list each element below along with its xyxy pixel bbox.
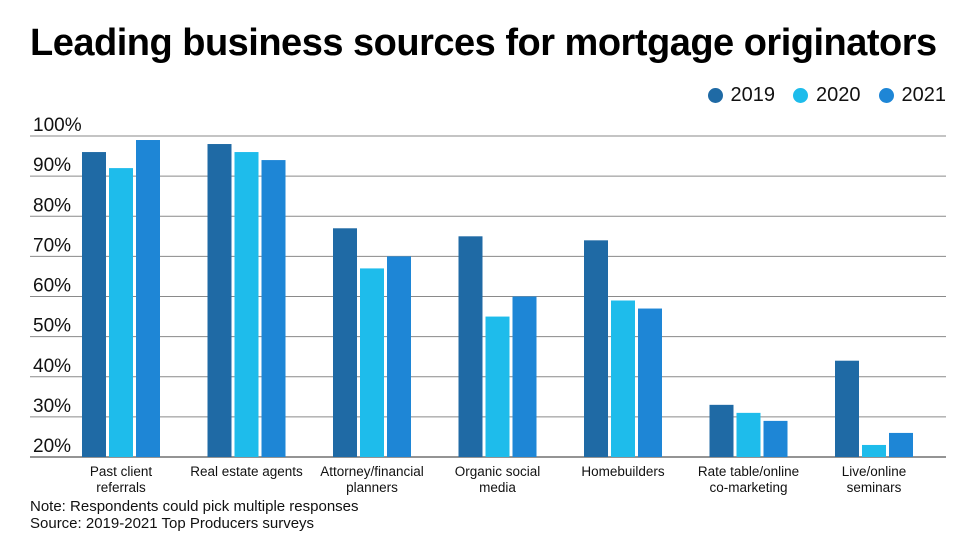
legend-item-2019: 2019	[707, 84, 776, 107]
y-tick-label: 100%	[33, 115, 82, 136]
x-tick-label-line: Past client	[90, 464, 153, 479]
footnote-note: Note: Respondents could pick multiple re…	[30, 498, 359, 515]
bar-2020-0	[109, 168, 133, 457]
bar-2020-3	[485, 316, 510, 457]
x-tick-label-2: Attorney/financial planners	[320, 464, 424, 495]
bar-2019-1	[207, 144, 232, 457]
x-tick-label-line: media	[479, 480, 516, 495]
y-tick-label: 50%	[33, 316, 71, 337]
x-tick-label-line: co-marketing	[709, 480, 787, 495]
bar-2021-1	[261, 160, 286, 457]
legend-item-2021: 2021	[878, 84, 947, 107]
y-tick-label: 70%	[33, 235, 71, 256]
bar-2019-3	[458, 236, 483, 457]
bar-2021-6	[889, 432, 913, 457]
legend-swatch-2020	[793, 88, 808, 103]
x-tick-label-line: planners	[346, 480, 398, 495]
footnote-source: Source: 2019-2021 Top Producers surveys	[30, 515, 315, 532]
legend-swatch-2019	[707, 88, 723, 103]
legend-item-2020: 2020	[793, 84, 861, 107]
x-tick-label-line: Organic social	[455, 464, 541, 479]
chart-title: Leading business sources for mortgage or…	[30, 22, 937, 64]
bar-2021-3	[512, 296, 537, 457]
x-tick-label-line: Live/online	[842, 464, 907, 479]
bar-2021-5	[763, 420, 788, 457]
legend-swatch-2021	[878, 88, 894, 103]
bar-2021-0	[136, 140, 160, 457]
chart-legend: 2019 2020 2021	[707, 84, 947, 107]
bar-2020-2	[360, 268, 384, 457]
x-tick-label-5: Rate table/online co-marketing	[698, 464, 799, 495]
bar-2019-0	[82, 152, 106, 458]
x-tick-label-line: Attorney/financial	[320, 464, 424, 479]
x-tick-label-6: Live/online seminars	[842, 464, 907, 495]
x-tick-label-line: Real estate agents	[190, 464, 303, 479]
x-tick-label-line: Homebuilders	[581, 464, 665, 479]
legend-label-2021: 2021	[901, 84, 947, 106]
x-tick-label-3: Organic social media	[455, 464, 541, 495]
x-tick-label-line: Rate table/online	[698, 464, 799, 479]
x-tick-label-line: referrals	[96, 480, 146, 495]
bar-2020-4	[611, 300, 635, 457]
bar-2019-6	[835, 360, 859, 457]
x-tick-label-0: Past client referrals	[90, 464, 153, 495]
x-tick-label-1: Real estate agents	[190, 464, 303, 479]
legend-label-2019: 2019	[730, 84, 776, 106]
y-tick-label: 90%	[33, 155, 71, 176]
bar-2019-4	[584, 240, 608, 457]
y-tick-label: 40%	[33, 356, 71, 377]
y-tick-label: 30%	[33, 396, 71, 417]
bar-2020-5	[736, 412, 761, 457]
bar-2020-1	[234, 152, 259, 458]
bar-2020-6	[862, 444, 886, 457]
bar-2019-2	[333, 228, 357, 457]
x-tick-label-4: Homebuilders	[581, 464, 665, 479]
bar-2019-5	[709, 404, 734, 457]
legend-label-2020: 2020	[816, 84, 861, 106]
y-tick-label: 60%	[33, 276, 71, 297]
y-tick-label: 80%	[33, 195, 71, 216]
bar-2021-4	[638, 308, 662, 457]
y-tick-label: 20%	[33, 436, 71, 457]
bar-2021-2	[387, 256, 411, 457]
x-tick-label-line: seminars	[847, 480, 902, 495]
